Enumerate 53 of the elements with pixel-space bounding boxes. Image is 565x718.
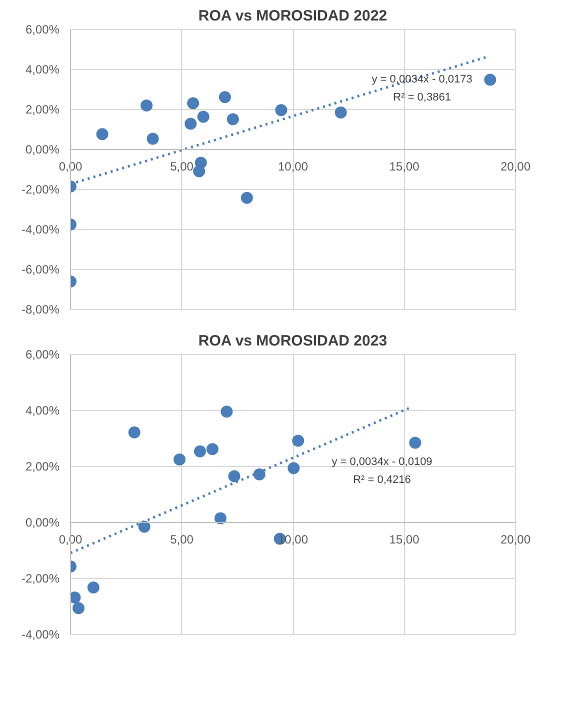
y-tick-label: 0,00% bbox=[25, 516, 60, 530]
point bbox=[409, 436, 422, 449]
y-tick-label: 4,00% bbox=[25, 404, 60, 418]
point bbox=[72, 602, 85, 614]
point bbox=[96, 128, 108, 140]
y-tick-label: -8,00% bbox=[21, 302, 60, 316]
x-tick-label: 15,00 bbox=[389, 532, 420, 546]
point bbox=[187, 97, 200, 110]
y-tick-label: 2,00% bbox=[25, 102, 60, 116]
annotation: R² = 0,3861 bbox=[393, 92, 451, 104]
point bbox=[140, 100, 153, 112]
point bbox=[146, 132, 159, 145]
y-tick-label: -4,00% bbox=[21, 628, 60, 642]
point bbox=[194, 445, 206, 458]
x-tick-label: 20,00 bbox=[500, 532, 531, 546]
y-tick-label: -4,00% bbox=[21, 222, 60, 236]
x-tick-label: 5,00 bbox=[170, 532, 194, 546]
point bbox=[288, 462, 300, 474]
point bbox=[240, 192, 253, 204]
y-tick-label: -6,00% bbox=[21, 262, 60, 276]
annotation: y = 0,0034x - 0,0109 bbox=[332, 456, 432, 468]
y-tick-label: 2,00% bbox=[25, 460, 60, 474]
point bbox=[253, 468, 266, 480]
annotation: R² = 0,4216 bbox=[353, 474, 411, 486]
x-tick-label: 5,00 bbox=[170, 160, 194, 174]
y-tick-label: 4,00% bbox=[25, 62, 60, 76]
point bbox=[214, 512, 226, 524]
point bbox=[128, 426, 140, 438]
point bbox=[174, 454, 186, 466]
y-tick-label: -2,00% bbox=[21, 182, 60, 196]
point bbox=[334, 106, 347, 118]
point bbox=[138, 520, 150, 533]
point bbox=[220, 406, 233, 418]
point bbox=[484, 74, 496, 86]
point bbox=[226, 113, 239, 126]
y-tick-label: -2,00% bbox=[21, 572, 60, 586]
y-tick-label: 0,00% bbox=[25, 142, 60, 156]
chart-title: ROA vs MOROSIDAD 2022 bbox=[198, 8, 388, 24]
x-tick-label: 10,00 bbox=[278, 160, 308, 174]
point bbox=[292, 434, 304, 447]
point bbox=[193, 165, 206, 178]
point bbox=[87, 581, 100, 594]
point bbox=[184, 118, 197, 130]
chart-title: ROA vs MOROSIDAD 2023 bbox=[198, 332, 388, 350]
point bbox=[275, 104, 288, 116]
point bbox=[228, 470, 240, 482]
point bbox=[218, 91, 231, 104]
point bbox=[206, 443, 218, 456]
x-tick-label: 15,00 bbox=[389, 160, 420, 174]
y-tick-label: 6,00% bbox=[25, 22, 60, 36]
y-tick-label: 6,00% bbox=[25, 348, 60, 362]
x-tick-label: 20,00 bbox=[500, 160, 531, 174]
point bbox=[197, 110, 210, 123]
